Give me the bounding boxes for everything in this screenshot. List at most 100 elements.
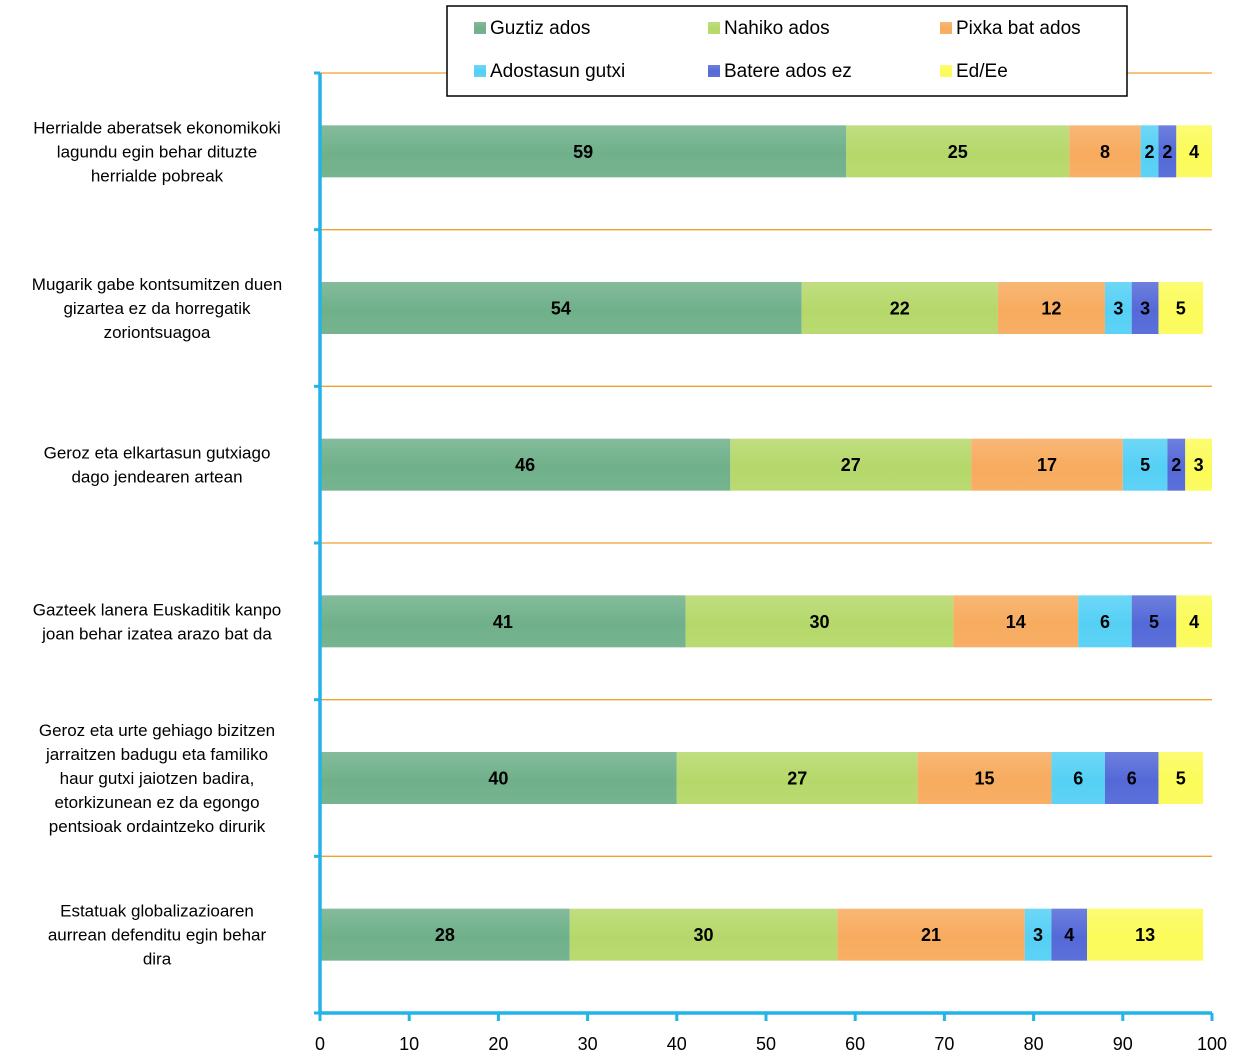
legend-label: Nahiko ados: [724, 18, 830, 39]
bar-segment[interactable]: [1176, 125, 1212, 178]
bar-segment[interactable]: [1122, 438, 1168, 491]
data-label: 28: [435, 925, 455, 945]
bar-segment[interactable]: [320, 908, 570, 961]
category-label-line: Herrialde aberatsek ekonomikoki: [33, 118, 281, 137]
bar-segment[interactable]: [320, 438, 731, 491]
data-label: 6: [1073, 769, 1083, 789]
data-label: 54: [551, 299, 571, 319]
category-label-line: Mugarik gabe kontsumitzen duen: [32, 275, 282, 294]
category-label: Gazteek lanera Euskaditik kanpo joan beha…: [33, 600, 282, 643]
category-label-line: gizartea ez da horregatik: [63, 299, 251, 318]
category-label-line: dago jendearen artean: [71, 468, 242, 487]
bar-group-1: 59 25 8 2 2 4: [320, 125, 1212, 178]
data-label: 3: [1194, 455, 1204, 475]
bar-group-5: 40 27 15 6 6 5: [320, 752, 1204, 804]
x-tick-label: 30: [578, 1034, 598, 1054]
bar-segment[interactable]: [1078, 595, 1132, 648]
bar-segment[interactable]: [846, 125, 1070, 178]
bar-segment[interactable]: [801, 282, 998, 334]
legend: Guztiz ados Nahiko ados Pixka bat ados Ados…: [446, 5, 1128, 97]
data-label: 6: [1100, 612, 1110, 632]
bar-segment[interactable]: [676, 752, 918, 804]
category-label-line: Estatuak globalizazioaren: [60, 902, 254, 921]
category-label-line: zoriontsuagoa: [104, 323, 211, 342]
legend-box: [446, 5, 1128, 97]
bar-segment[interactable]: [1131, 595, 1177, 648]
category-label-line: haur gutxi jaiotzen badira,: [60, 769, 255, 788]
bar-segment[interactable]: [1087, 908, 1204, 961]
data-label: 2: [1171, 455, 1181, 475]
bar-segment[interactable]: [1131, 282, 1159, 334]
data-label: 8: [1100, 142, 1110, 162]
bar-segment[interactable]: [569, 908, 838, 961]
data-label: 4: [1189, 612, 1199, 632]
bar-segment[interactable]: [1051, 752, 1105, 804]
data-label: 30: [810, 612, 830, 632]
category-label-line: etorkizunean ez da egongo: [54, 793, 259, 812]
x-tick-label: 60: [845, 1034, 865, 1054]
data-label: 25: [948, 142, 968, 162]
bar-group-3: 46 27 17 5 2 3: [320, 438, 1212, 491]
bar-segment[interactable]: [1176, 595, 1212, 648]
bar-segment[interactable]: [1158, 125, 1177, 178]
data-label: 4: [1189, 142, 1199, 162]
bar-segment[interactable]: [953, 595, 1079, 648]
bar-segment[interactable]: [1104, 752, 1159, 804]
x-tick-label: 100: [1197, 1034, 1227, 1054]
legend-swatch: [940, 22, 952, 34]
bar-segment[interactable]: [971, 438, 1123, 491]
bar-segment[interactable]: [1185, 438, 1212, 491]
category-label-line: herrialde pobreak: [91, 166, 224, 185]
data-label: 2: [1162, 142, 1172, 162]
category-label-line: jarraitzen badugu eta familiko: [45, 745, 268, 764]
bar-segment[interactable]: [1167, 438, 1186, 491]
bar-segment[interactable]: [685, 595, 954, 648]
bar-segment[interactable]: [1069, 125, 1141, 178]
data-label: 4: [1064, 925, 1074, 945]
category-label: Herrialde aberatsek ekonomikoki lagundu e…: [33, 118, 281, 185]
data-label: 5: [1149, 612, 1159, 632]
bar-segment[interactable]: [320, 125, 847, 178]
data-label: 41: [493, 612, 513, 632]
bar-segment[interactable]: [320, 752, 677, 804]
bar-segment[interactable]: [997, 282, 1105, 334]
bar-segment[interactable]: [917, 752, 1052, 804]
data-label: 30: [694, 925, 714, 945]
bar-segment[interactable]: [730, 438, 972, 491]
legend-swatch: [708, 22, 720, 34]
bar-segment[interactable]: [1140, 125, 1159, 178]
x-tick-label: 10: [399, 1034, 419, 1054]
legend-label: Ed/Ee: [956, 61, 1008, 82]
data-label: 5: [1176, 769, 1186, 789]
legend-swatch: [474, 22, 486, 34]
legend-label: Guztiz ados: [490, 18, 590, 39]
bar-segment[interactable]: [320, 595, 686, 648]
bar-segment[interactable]: [1104, 282, 1132, 334]
bar-segment[interactable]: [1024, 908, 1052, 961]
bar-segment[interactable]: [1158, 752, 1204, 804]
category-label-line: aurrean defenditu egin behar: [48, 926, 267, 945]
x-tick-label: 50: [756, 1034, 776, 1054]
data-label: 46: [515, 455, 535, 475]
legend-label: Adostasun gutxi: [490, 61, 625, 82]
legend-label: Pixka bat ados: [956, 18, 1081, 39]
category-label-line: Geroz eta elkartasun gutxiago: [44, 444, 271, 463]
bar-segment[interactable]: [320, 282, 802, 334]
x-tick-label: 70: [934, 1034, 954, 1054]
category-label: Mugarik gabe kontsumitzen duen gizartea e…: [32, 275, 282, 342]
category-label: Geroz eta urte gehiago bizitzen jarraitze…: [39, 721, 275, 836]
bar-segment[interactable]: [837, 908, 1025, 961]
data-label: 15: [975, 769, 995, 789]
legend-swatch: [474, 65, 486, 77]
data-label: 40: [488, 769, 508, 789]
bar-segment[interactable]: [1051, 908, 1088, 961]
data-label: 27: [841, 455, 861, 475]
category-label: Geroz eta elkartasun gutxiago dago jendea…: [44, 444, 271, 487]
data-label: 3: [1140, 299, 1150, 319]
bar-segment[interactable]: [1158, 282, 1204, 334]
data-label: 3: [1033, 925, 1043, 945]
category-label-line: Geroz eta urte gehiago bizitzen: [39, 721, 275, 740]
data-label: 3: [1113, 299, 1123, 319]
